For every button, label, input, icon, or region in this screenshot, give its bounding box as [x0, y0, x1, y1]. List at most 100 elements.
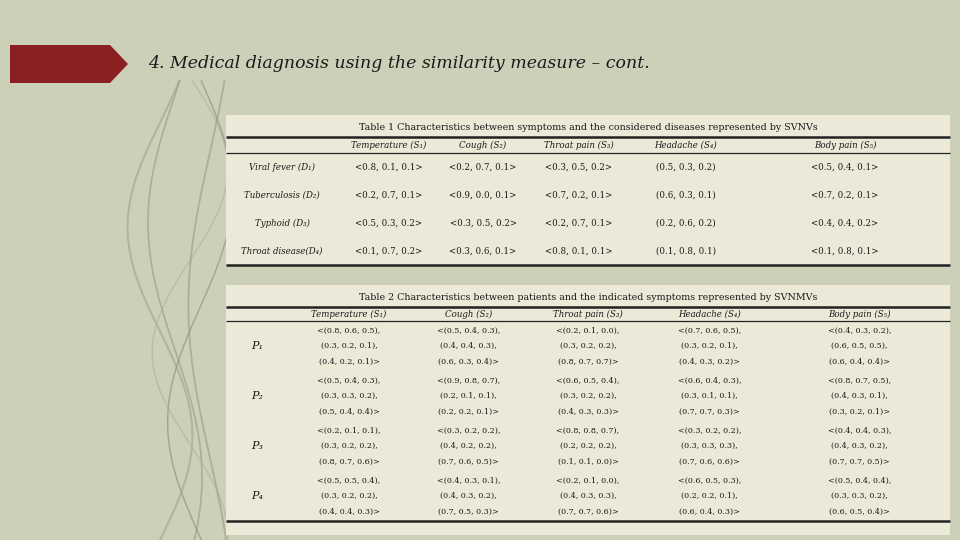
Text: <(0.7, 0.6, 0.5),: <(0.7, 0.6, 0.5),	[678, 326, 741, 334]
Text: <(0.4, 0.3, 0.2),: <(0.4, 0.3, 0.2),	[828, 326, 891, 334]
Text: <0.4, 0.4, 0.2>: <0.4, 0.4, 0.2>	[811, 219, 878, 227]
Text: Headache (S₄): Headache (S₄)	[655, 140, 717, 150]
Text: Table 1 Characteristics between symptoms and the considered diseases represented: Table 1 Characteristics between symptoms…	[359, 123, 817, 132]
Text: Headache (S₄): Headache (S₄)	[678, 309, 741, 319]
Text: Cough (S₂): Cough (S₂)	[460, 140, 507, 150]
Text: (0.3, 0.2, 0.2),: (0.3, 0.2, 0.2),	[560, 392, 616, 400]
Text: Temperature (S₁): Temperature (S₁)	[351, 140, 426, 150]
Text: <0.7, 0.2, 0.1>: <0.7, 0.2, 0.1>	[811, 191, 878, 199]
Text: (0.2, 0.2, 0.2),: (0.2, 0.2, 0.2),	[560, 442, 616, 450]
Text: <(0.6, 0.5, 0.3),: <(0.6, 0.5, 0.3),	[678, 476, 741, 484]
Text: <(0.5, 0.4, 0.4),: <(0.5, 0.4, 0.4),	[828, 476, 891, 484]
Text: (0.3, 0.3, 0.2),: (0.3, 0.3, 0.2),	[321, 392, 377, 400]
Text: <(0.4, 0.4, 0.3),: <(0.4, 0.4, 0.3),	[828, 427, 891, 434]
Text: (0.8, 0.7, 0.7)>: (0.8, 0.7, 0.7)>	[558, 357, 618, 366]
Text: <0.8, 0.1, 0.1>: <0.8, 0.1, 0.1>	[355, 163, 422, 172]
Text: (0.6, 0.3, 0.4)>: (0.6, 0.3, 0.4)>	[438, 357, 499, 366]
Text: <(0.4, 0.3, 0.1),: <(0.4, 0.3, 0.1),	[437, 476, 500, 484]
Text: <0.3, 0.5, 0.2>: <0.3, 0.5, 0.2>	[449, 219, 516, 227]
Text: Tuberculosis (D₂): Tuberculosis (D₂)	[244, 191, 320, 199]
Text: Throat pain (S₃): Throat pain (S₃)	[553, 309, 623, 319]
Text: <(0.3, 0.2, 0.2),: <(0.3, 0.2, 0.2),	[437, 427, 500, 434]
Text: Body pain (S₅): Body pain (S₅)	[814, 140, 876, 150]
Text: (0.3, 0.2, 0.1),: (0.3, 0.2, 0.1),	[681, 342, 737, 350]
Text: (0.3, 0.1, 0.1),: (0.3, 0.1, 0.1),	[681, 392, 737, 400]
Text: 4. Medical diagnosis using the similarity measure – cont.: 4. Medical diagnosis using the similarit…	[148, 56, 650, 72]
Text: (0.7, 0.6, 0.6)>: (0.7, 0.6, 0.6)>	[679, 457, 740, 465]
Text: Table 2 Characteristics between patients and the indicated symptoms represented : Table 2 Characteristics between patients…	[359, 293, 817, 301]
Text: <0.1, 0.8, 0.1>: <0.1, 0.8, 0.1>	[811, 246, 878, 255]
Text: (0.4, 0.4, 0.3)>: (0.4, 0.4, 0.3)>	[319, 508, 379, 516]
Text: (0.3, 0.3, 0.2),: (0.3, 0.3, 0.2),	[831, 492, 888, 500]
Text: (0.7, 0.5, 0.3)>: (0.7, 0.5, 0.3)>	[438, 508, 499, 516]
Text: (0.5, 0.3, 0.2): (0.5, 0.3, 0.2)	[656, 163, 715, 172]
Text: <(0.6, 0.5, 0.4),: <(0.6, 0.5, 0.4),	[556, 376, 620, 384]
Text: <(0.2, 0.1, 0.0),: <(0.2, 0.1, 0.0),	[556, 476, 620, 484]
Text: Throat pain (S₃): Throat pain (S₃)	[544, 140, 613, 150]
Text: (0.7, 0.7, 0.5)>: (0.7, 0.7, 0.5)>	[829, 457, 890, 465]
FancyBboxPatch shape	[226, 115, 950, 265]
Text: P₄: P₄	[251, 491, 263, 501]
Text: <(0.3, 0.2, 0.2),: <(0.3, 0.2, 0.2),	[678, 427, 741, 434]
Text: (0.3, 0.2, 0.2),: (0.3, 0.2, 0.2),	[560, 342, 616, 350]
Text: <0.8, 0.1, 0.1>: <0.8, 0.1, 0.1>	[545, 246, 612, 255]
Text: <0.1, 0.7, 0.2>: <0.1, 0.7, 0.2>	[355, 246, 422, 255]
Text: (0.4, 0.3, 0.3),: (0.4, 0.3, 0.3),	[560, 492, 616, 500]
Text: (0.2, 0.2, 0.1),: (0.2, 0.2, 0.1),	[681, 492, 737, 500]
Text: (0.6, 0.5, 0.5),: (0.6, 0.5, 0.5),	[831, 342, 888, 350]
Text: (0.2, 0.6, 0.2): (0.2, 0.6, 0.2)	[656, 219, 715, 227]
Text: (0.3, 0.2, 0.2),: (0.3, 0.2, 0.2),	[321, 442, 377, 450]
Text: (0.7, 0.7, 0.3)>: (0.7, 0.7, 0.3)>	[679, 408, 739, 416]
Text: (0.1, 0.1, 0.0)>: (0.1, 0.1, 0.0)>	[558, 457, 618, 465]
Text: (0.4, 0.3, 0.3)>: (0.4, 0.3, 0.3)>	[558, 408, 618, 416]
Text: (0.3, 0.2, 0.2),: (0.3, 0.2, 0.2),	[321, 492, 377, 500]
Text: Temperature (S₁): Temperature (S₁)	[311, 309, 387, 319]
Text: <0.5, 0.4, 0.1>: <0.5, 0.4, 0.1>	[811, 163, 878, 172]
Text: (0.4, 0.2, 0.2),: (0.4, 0.2, 0.2),	[441, 442, 497, 450]
Text: <(0.5, 0.5, 0.4),: <(0.5, 0.5, 0.4),	[318, 476, 381, 484]
Text: (0.4, 0.3, 0.2),: (0.4, 0.3, 0.2),	[831, 442, 888, 450]
Text: <0.9, 0.0, 0.1>: <0.9, 0.0, 0.1>	[449, 191, 516, 199]
Text: <(0.2, 0.1, 0.1),: <(0.2, 0.1, 0.1),	[318, 427, 381, 434]
Text: <0.3, 0.5, 0.2>: <0.3, 0.5, 0.2>	[545, 163, 612, 172]
Text: (0.6, 0.4, 0.4)>: (0.6, 0.4, 0.4)>	[829, 357, 890, 366]
Text: <0.7, 0.2, 0.1>: <0.7, 0.2, 0.1>	[545, 191, 612, 199]
Text: <(0.8, 0.6, 0.5),: <(0.8, 0.6, 0.5),	[318, 326, 381, 334]
Text: <0.2, 0.7, 0.1>: <0.2, 0.7, 0.1>	[545, 219, 612, 227]
Text: (0.4, 0.4, 0.3),: (0.4, 0.4, 0.3),	[441, 342, 497, 350]
Text: <(0.5, 0.4, 0.3),: <(0.5, 0.4, 0.3),	[437, 326, 500, 334]
Text: (0.6, 0.5, 0.4)>: (0.6, 0.5, 0.4)>	[829, 508, 890, 516]
Text: P₁: P₁	[251, 341, 263, 351]
Text: (0.4, 0.3, 0.2),: (0.4, 0.3, 0.2),	[441, 492, 497, 500]
Text: (0.3, 0.2, 0.1)>: (0.3, 0.2, 0.1)>	[829, 408, 890, 416]
Text: <(0.6, 0.4, 0.3),: <(0.6, 0.4, 0.3),	[678, 376, 741, 384]
Text: Cough (S₂): Cough (S₂)	[444, 309, 492, 319]
Text: <(0.8, 0.7, 0.5),: <(0.8, 0.7, 0.5),	[828, 376, 891, 384]
Text: (0.7, 0.7, 0.6)>: (0.7, 0.7, 0.6)>	[558, 508, 618, 516]
Text: Body pain (S₅): Body pain (S₅)	[828, 309, 891, 319]
Text: (0.8, 0.7, 0.6)>: (0.8, 0.7, 0.6)>	[319, 457, 379, 465]
Text: (0.4, 0.3, 0.1),: (0.4, 0.3, 0.1),	[831, 392, 888, 400]
Text: <0.3, 0.6, 0.1>: <0.3, 0.6, 0.1>	[449, 246, 516, 255]
Text: <0.5, 0.3, 0.2>: <0.5, 0.3, 0.2>	[355, 219, 422, 227]
Text: (0.7, 0.6, 0.5)>: (0.7, 0.6, 0.5)>	[438, 457, 499, 465]
Text: <(0.5, 0.4, 0.3),: <(0.5, 0.4, 0.3),	[318, 376, 381, 384]
Text: (0.4, 0.3, 0.2)>: (0.4, 0.3, 0.2)>	[679, 357, 740, 366]
Text: (0.4, 0.2, 0.1)>: (0.4, 0.2, 0.1)>	[319, 357, 379, 366]
Text: <(0.8, 0.8, 0.7),: <(0.8, 0.8, 0.7),	[557, 427, 619, 434]
Text: <0.2, 0.7, 0.1>: <0.2, 0.7, 0.1>	[449, 163, 516, 172]
Text: (0.6, 0.4, 0.3)>: (0.6, 0.4, 0.3)>	[679, 508, 740, 516]
Polygon shape	[10, 45, 128, 83]
Text: (0.2, 0.1, 0.1),: (0.2, 0.1, 0.1),	[441, 392, 497, 400]
Text: (0.6, 0.3, 0.1): (0.6, 0.3, 0.1)	[656, 191, 715, 199]
Text: Typhoid (D₃): Typhoid (D₃)	[254, 219, 310, 227]
Text: (0.3, 0.2, 0.1),: (0.3, 0.2, 0.1),	[321, 342, 377, 350]
Text: Throat disease(D₄): Throat disease(D₄)	[241, 246, 323, 255]
Text: <(0.2, 0.1, 0.0),: <(0.2, 0.1, 0.0),	[556, 326, 620, 334]
FancyBboxPatch shape	[226, 285, 950, 535]
Text: P₂: P₂	[251, 391, 263, 401]
Text: <(0.9, 0.8, 0.7),: <(0.9, 0.8, 0.7),	[437, 376, 500, 384]
Text: P₃: P₃	[251, 441, 263, 451]
Text: (0.1, 0.8, 0.1): (0.1, 0.8, 0.1)	[656, 246, 716, 255]
Text: (0.5, 0.4, 0.4)>: (0.5, 0.4, 0.4)>	[319, 408, 379, 416]
